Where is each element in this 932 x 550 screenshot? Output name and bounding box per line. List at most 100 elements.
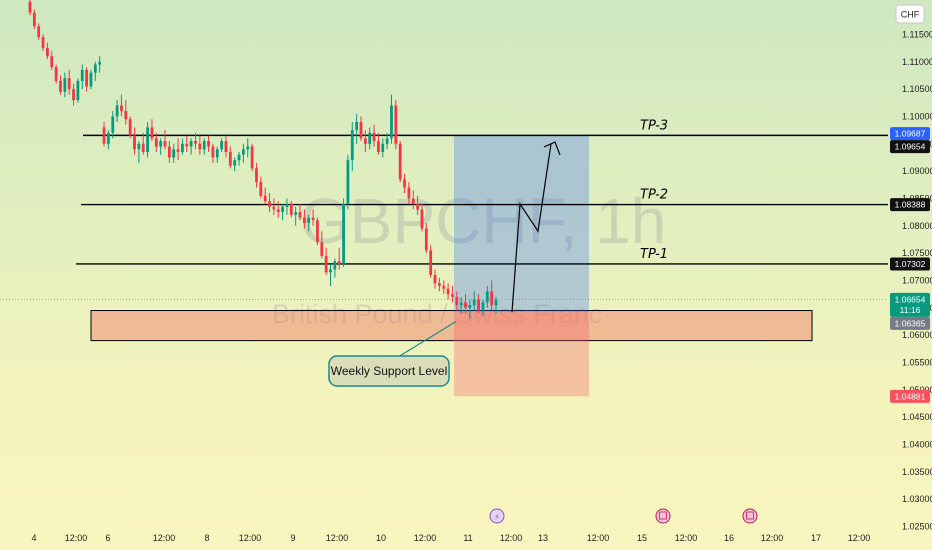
candle-body [176, 149, 180, 152]
candle-body [211, 146, 215, 158]
candle-body [46, 48, 49, 57]
candle-body [37, 26, 41, 38]
price-tag[interactable] [890, 257, 930, 271]
x-tick-label: 12:00 [587, 533, 610, 543]
candle-body [307, 217, 311, 224]
candle-body [106, 132, 110, 144]
candle-body [337, 261, 341, 265]
candle-body [85, 69, 89, 87]
candle-body [233, 160, 237, 166]
candle-body [451, 294, 454, 297]
y-tick-label: 1.04000 [902, 439, 932, 449]
economic-event-icon[interactable] [742, 508, 758, 524]
candle-body [468, 305, 472, 308]
candle-body [111, 116, 115, 133]
y-tick-label: 1.09000 [902, 166, 932, 176]
price-tag[interactable] [890, 198, 930, 212]
candle-body [298, 212, 302, 218]
y-tick-label: 1.02500 [902, 521, 932, 531]
price-tag-label: 1.09654 [895, 142, 926, 152]
arrow-head-icon [543, 141, 561, 156]
candle-body [89, 72, 93, 87]
callout-text: Weekly Support Level [331, 364, 448, 378]
candle-body [80, 69, 84, 81]
level-label-tp-1: TP-1 [640, 247, 668, 262]
candle-body [263, 195, 267, 202]
price-tag[interactable] [890, 316, 930, 330]
candle-body [32, 12, 36, 27]
candle-body [324, 255, 328, 273]
candle-body [137, 143, 141, 150]
price-tag[interactable] [890, 389, 930, 403]
candle-body [185, 143, 189, 147]
candle-body [150, 127, 154, 139]
price-tag[interactable] [890, 292, 930, 317]
flag-glyph [746, 511, 754, 520]
candle-body [198, 143, 202, 150]
candle-body [54, 67, 58, 81]
candle-body [363, 138, 367, 144]
y-tick-label: 1.06000 [902, 330, 932, 340]
price-tag[interactable] [890, 140, 930, 154]
level-label-tp-2: TP-2 [640, 188, 668, 203]
candle-body [202, 141, 206, 150]
candle-body [172, 149, 176, 158]
position-stop-zone[interactable] [454, 312, 589, 397]
projected-path[interactable] [511, 143, 552, 313]
candle-body [390, 105, 393, 139]
x-tick-label: 12:00 [326, 533, 349, 543]
price-tag-label: 1.08388 [895, 200, 926, 210]
price-tag-label: 1.09687 [895, 129, 926, 139]
position-target-zone[interactable] [454, 135, 589, 313]
candle-body [250, 146, 254, 169]
candle-body [446, 288, 450, 295]
candle-body [154, 138, 158, 147]
candle-body [141, 143, 145, 152]
callout-pointer [397, 320, 457, 358]
candle-body [289, 203, 293, 215]
candle-body [272, 206, 276, 210]
currency-button[interactable] [895, 4, 925, 24]
x-tick-label: 8 [204, 533, 209, 543]
y-tick-label: 1.10500 [902, 84, 932, 94]
economic-event-icon[interactable] [655, 508, 671, 524]
x-tick-label: 12:00 [848, 533, 871, 543]
candle-body [128, 119, 132, 136]
candle-body [464, 302, 467, 308]
candle-body [459, 302, 463, 306]
price-tag-countdown: 11:16 [900, 305, 921, 315]
x-tick-label: 11 [463, 533, 472, 543]
callout-box[interactable] [328, 355, 450, 387]
x-tick-label: 9 [290, 533, 295, 543]
x-tick-label: 13 [538, 533, 548, 543]
candle-body [276, 209, 280, 213]
candle-body [472, 299, 476, 306]
candle-body [433, 275, 437, 284]
lightning-event-icon[interactable] [489, 508, 505, 524]
watermark-subtitle: British Pound / Swiss Franc [272, 299, 602, 329]
candle-body [189, 141, 193, 147]
support-zone[interactable] [90, 310, 813, 342]
y-tick-label: 1.03000 [902, 494, 932, 504]
candle-body [237, 154, 241, 161]
candle-body [359, 121, 363, 139]
candle-body [76, 80, 80, 101]
candle-body [220, 141, 224, 150]
candle-body [285, 203, 289, 207]
level-label-tp-3: TP-3 [640, 118, 668, 133]
candle-body [368, 132, 372, 144]
x-tick-label: 6 [105, 533, 110, 543]
candle-body [398, 143, 402, 180]
candle-body [242, 149, 245, 155]
lightning-glyph: ⚡ [494, 513, 500, 523]
candle-body [437, 283, 441, 286]
candle-body [102, 127, 106, 144]
y-tick-label: 1.11500 [902, 29, 932, 39]
price-tag[interactable] [890, 127, 930, 141]
candle-body [281, 206, 284, 213]
candle-body [381, 143, 385, 152]
x-tick-label: 12:00 [761, 533, 784, 543]
candle-body [442, 285, 446, 289]
